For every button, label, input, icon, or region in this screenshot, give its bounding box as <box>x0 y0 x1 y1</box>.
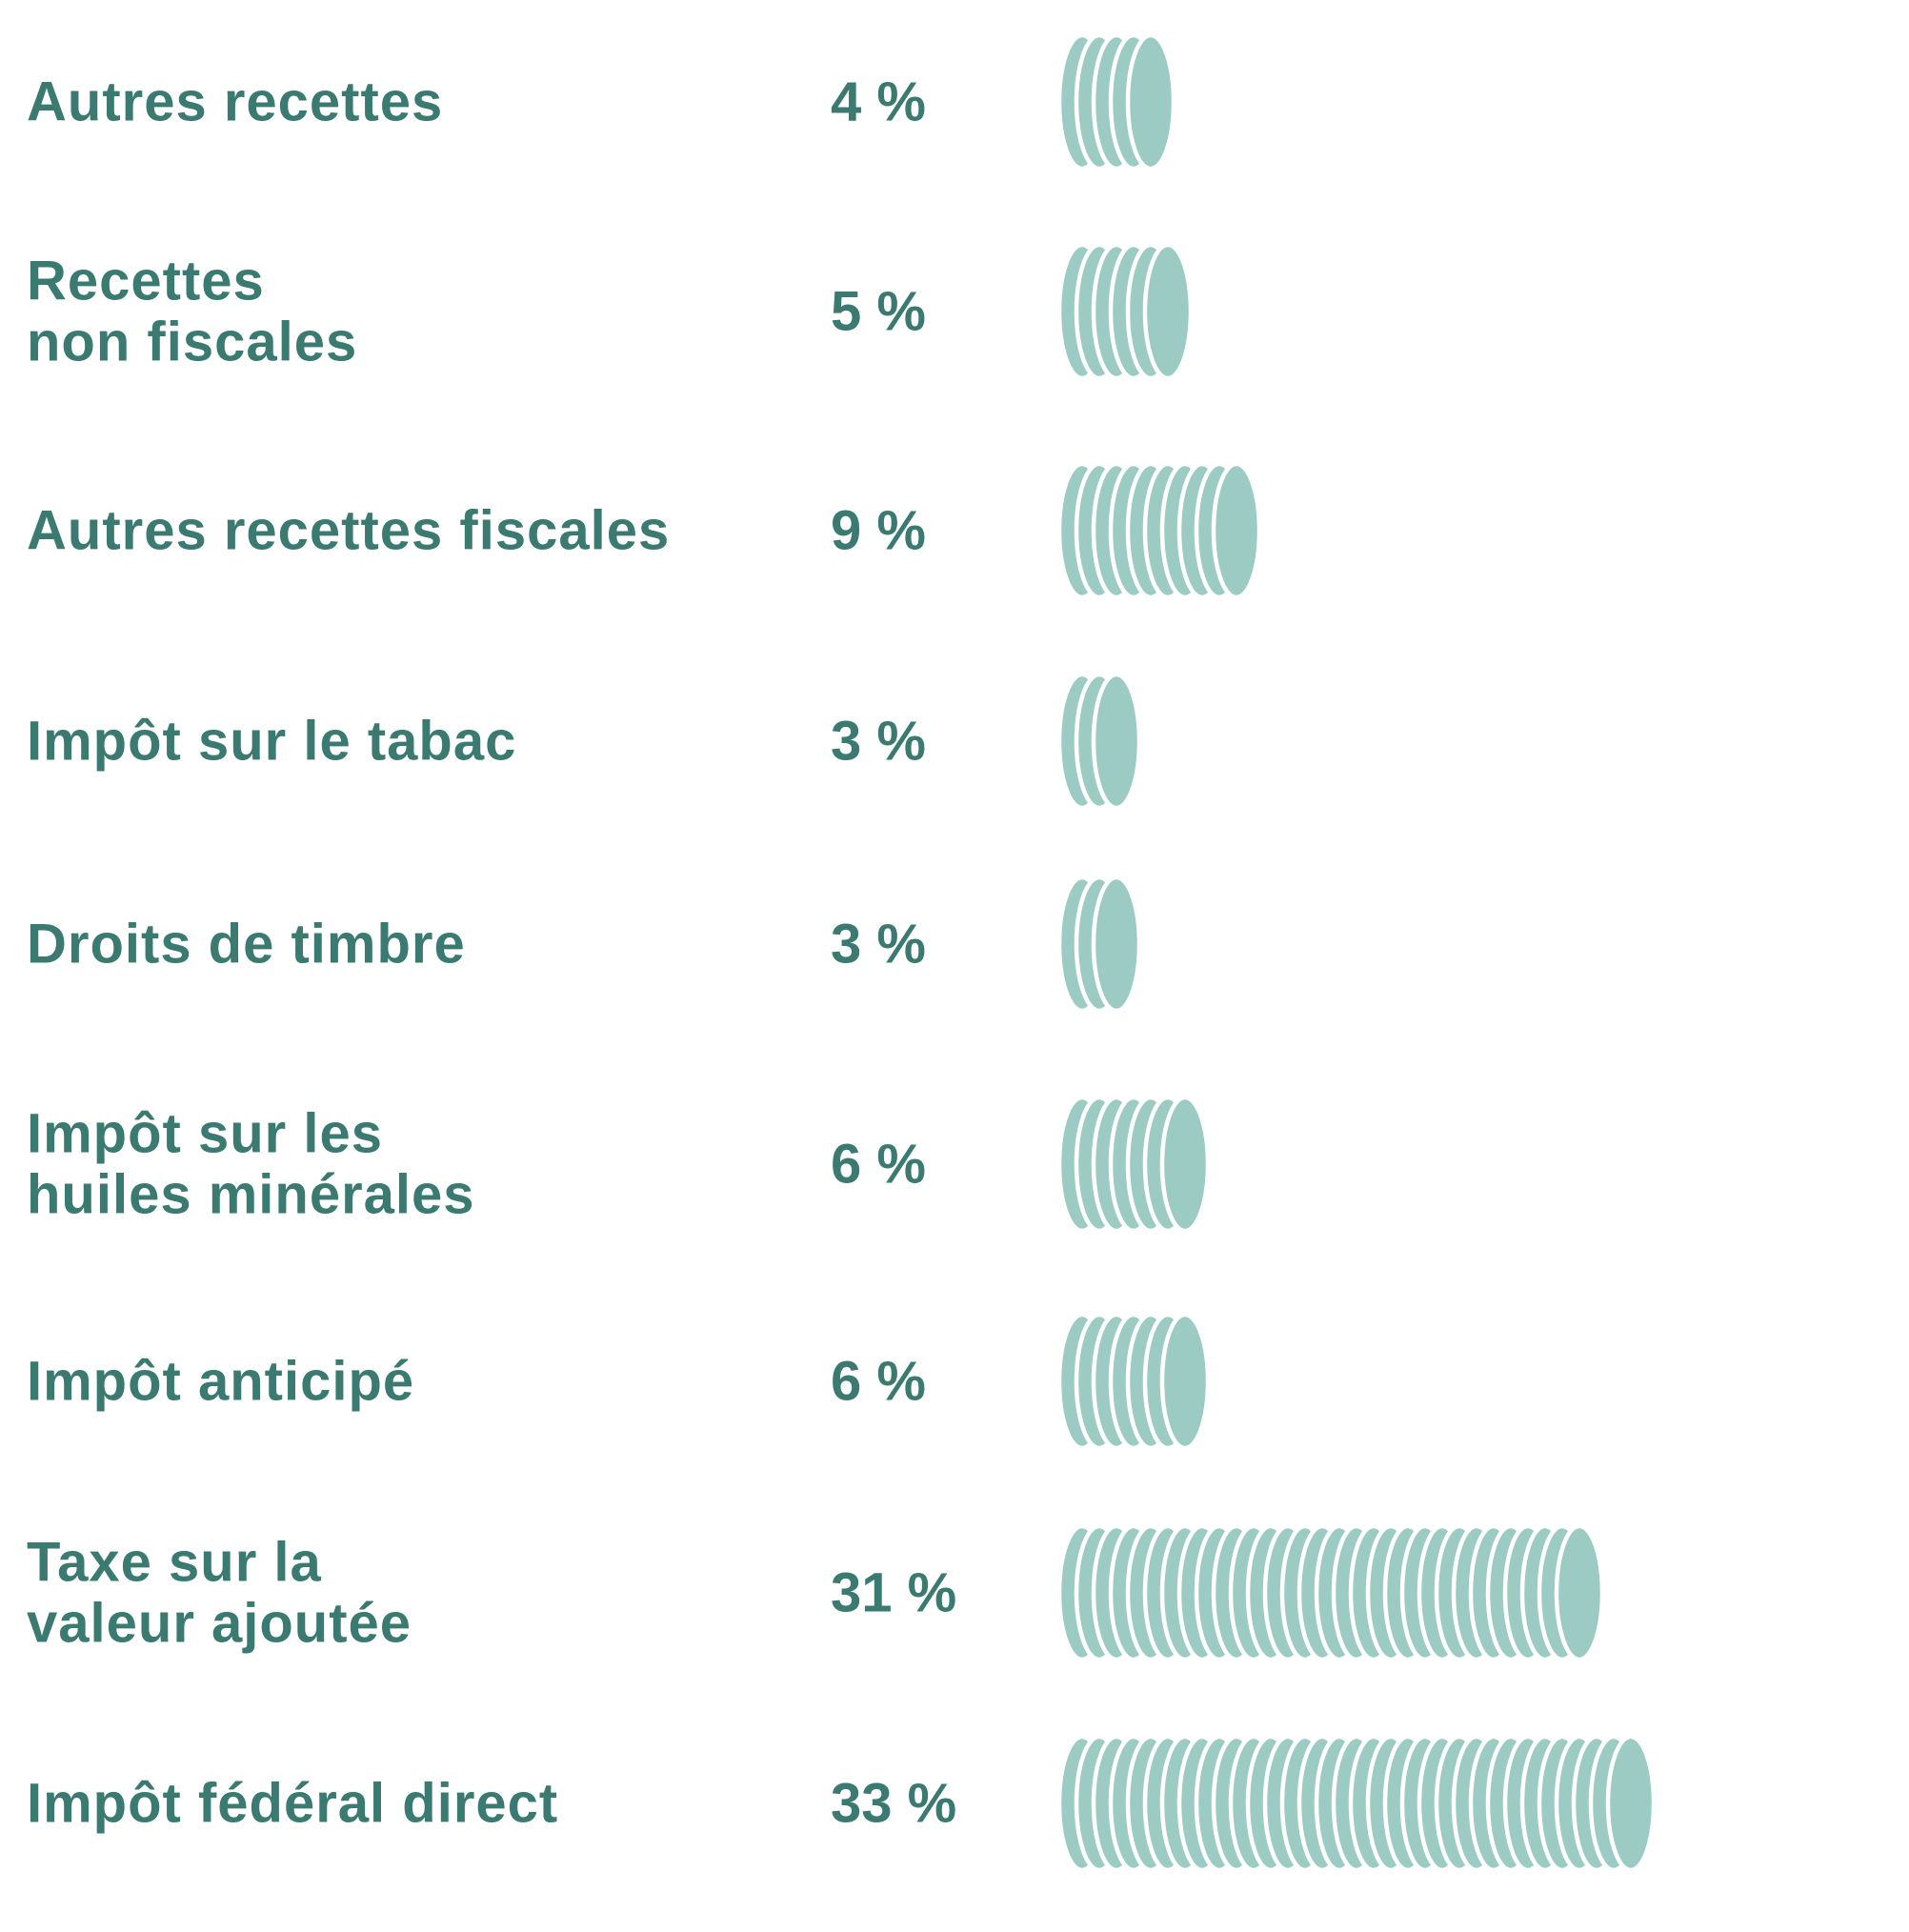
category-label: Impôt fédéral direct <box>27 1773 558 1835</box>
coin-mark <box>1142 242 1194 381</box>
value-label: 4 % <box>831 71 926 133</box>
coin-mark <box>1125 32 1176 171</box>
category-label: Autres recettes <box>27 71 443 133</box>
chart-row: Impôt fédéral direct 33 % <box>27 1734 1657 1873</box>
value-label: 6 % <box>831 1351 926 1413</box>
category-label: Recettes <box>27 251 265 312</box>
value-label: 6 % <box>831 1134 926 1196</box>
category-label: Impôt sur les <box>27 1103 383 1165</box>
category-label: huiles minérales <box>27 1164 475 1226</box>
coin-mark <box>1554 1523 1605 1662</box>
category-label: Taxe sur la <box>27 1532 322 1594</box>
value-label: 31 % <box>831 1562 956 1624</box>
category-label: valeur ajoutée <box>27 1593 412 1655</box>
value-label: 33 % <box>831 1773 956 1835</box>
coin-mark <box>1091 875 1142 1014</box>
category-label: Autres recettes fiscales <box>27 500 670 562</box>
category-label: Droits de timbre <box>27 914 466 976</box>
value-label: 5 % <box>831 281 926 343</box>
coin-mark <box>1211 461 1262 600</box>
chart-row: Impôt anticipé 6 % <box>27 1312 1211 1451</box>
value-label: 9 % <box>831 500 926 562</box>
value-label: 3 % <box>831 711 926 773</box>
value-label: 3 % <box>831 914 926 976</box>
category-label: Impôt sur le tabac <box>27 711 516 773</box>
coin-mark <box>1159 1095 1211 1234</box>
category-label: non fiscales <box>27 312 357 373</box>
coin-mark <box>1159 1312 1211 1451</box>
coin-mark <box>1605 1734 1657 1873</box>
chart-row: Autres recettes fiscales 9 % <box>27 461 1262 600</box>
coin-mark <box>1091 672 1142 811</box>
chart-row: Droits de timbre 3 % <box>27 875 1142 1014</box>
category-label: Impôt anticipé <box>27 1351 414 1413</box>
chart-row: Impôt sur le tabac 3 % <box>27 672 1142 811</box>
chart-row: Autres recettes 4 % <box>27 32 1176 171</box>
